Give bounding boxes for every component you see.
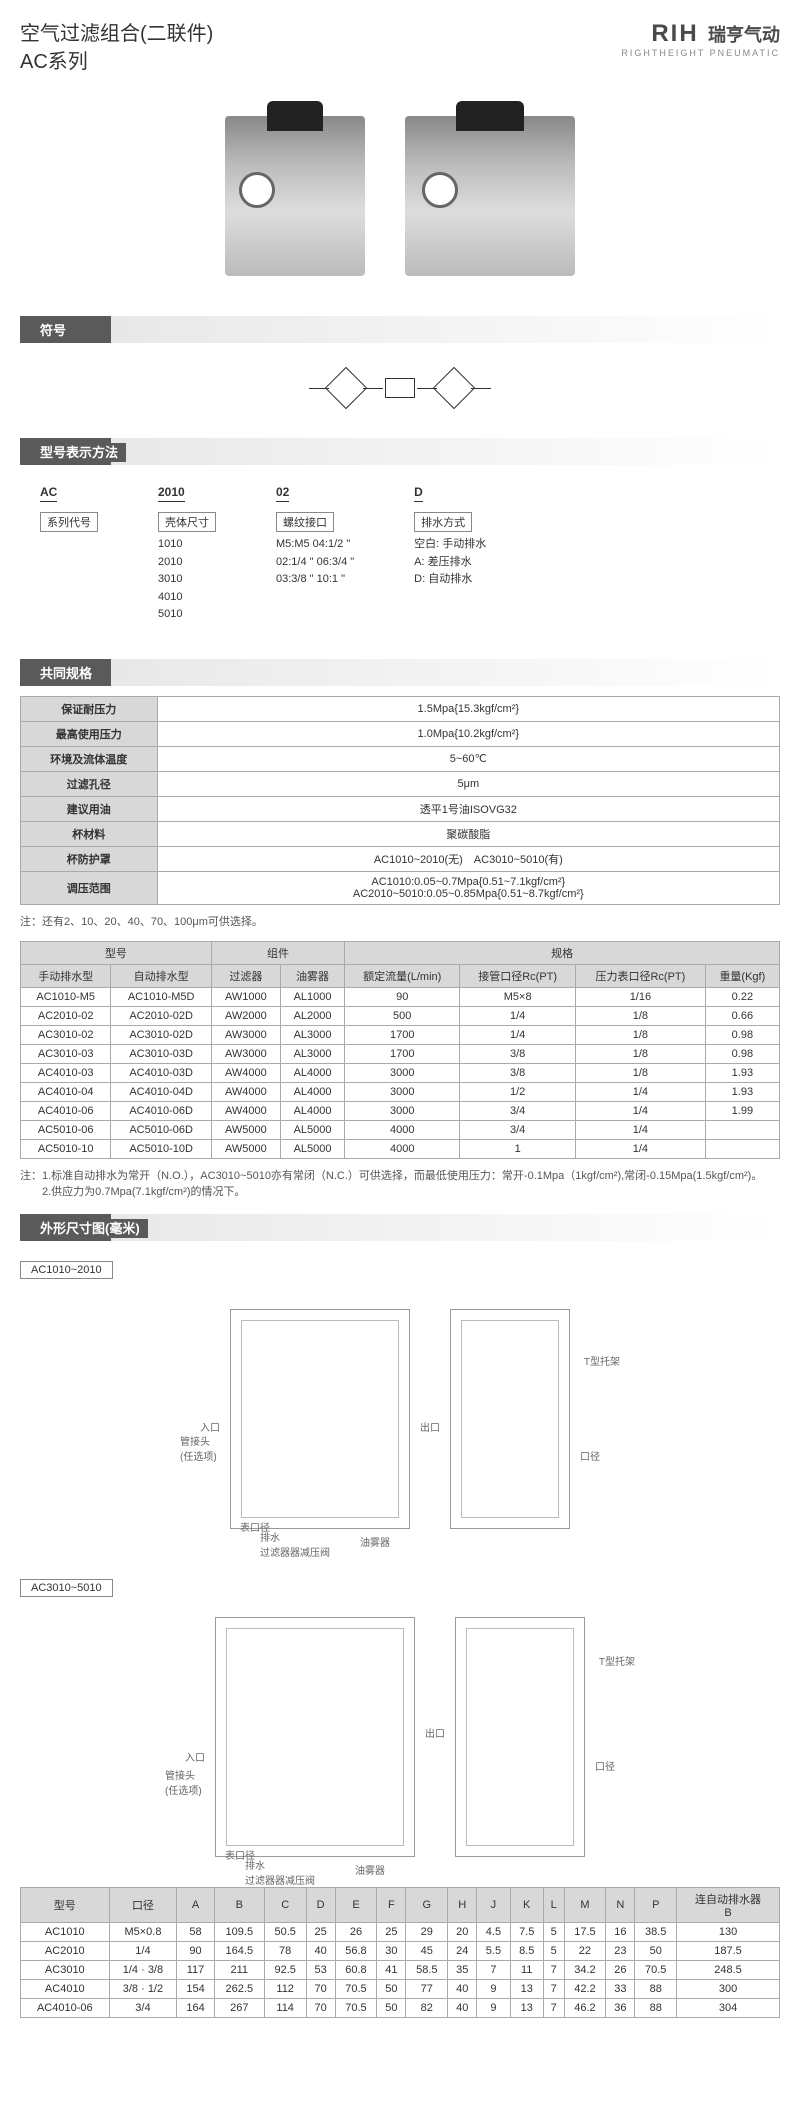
product-images [20,106,780,286]
dim-table-body: AC1010M5×0.858109.550.525262529204.57.55… [21,1922,780,2017]
model-col1-head: AC [40,485,57,502]
spec-table-body: AC1010-M5AC1010-M5DAW1000AL100090M5×81/1… [21,987,780,1158]
dim-table-header: 型号口径ABCDEFGHJKLMNP连自动排水器 B [21,1887,780,1922]
table-row: AC5010-10AC5010-10DAW5000AL5000400011/4 [21,1139,780,1158]
model-col4-head: D [414,485,423,502]
model-method: AC 系列代号 2010 壳体尺寸 10102010301040105010 0… [20,475,780,644]
model-col3-head: 02 [276,485,289,502]
logo-subtitle: RIGHTHEIGHT PNEUMATIC [621,48,780,58]
spec-table-note: 注：1.标准自动排水为常开（N.O.），AC3010~5010亦有常闭（N.C.… [20,1167,780,1199]
model-col4-items: 空白: 手动排水A: 差压排水D: 自动排水 [414,536,486,589]
model-col2-label: 壳体尺寸 [158,512,216,532]
common-spec-table: 保证耐压力1.5Mpa{15.3kgf/cm²}最高使用压力1.0Mpa{10.… [20,696,780,905]
table-row: AC3010-02AC3010-02DAW3000AL300017001/41/… [21,1025,780,1044]
section-symbol: 符号 [20,316,780,343]
product-image-1 [225,116,365,276]
dim-label-2: AC3010~5010 [20,1579,113,1597]
table-row: AC1010M5×0.858109.550.525262529204.57.55… [21,1922,780,1941]
model-col1-label: 系列代号 [40,512,98,532]
dim-diagram-1: 入口 出口 管接头 (任选项) 表口径 排水 过滤器器减压阀 油雾器 T型托架 … [20,1289,780,1549]
dim-diagram-2: 入口 出口 管接头 (任选项) 表口径 排水 过滤器器减压阀 油雾器 T型托架 … [20,1607,780,1867]
page-title-1: 空气过滤组合(二联件) [20,20,213,48]
page-header: 空气过滤组合(二联件) AC系列 RIH 瑞亨气动 RIGHTHEIGHT PN… [20,20,780,76]
spec-table: 型号 组件 规格 手动排水型 自动排水型 过滤器 油雾器 额定流量(L/min)… [20,941,780,1159]
section-dimension: 外形尺寸图(毫米) [20,1214,780,1241]
table-row: AC2010-02AC2010-02DAW2000AL20005001/41/8… [21,1006,780,1025]
table-row: AC30101/4 · 3/811721192.55360.84158.5357… [21,1960,780,1979]
section-common-spec: 共同规格 [20,659,780,686]
table-row: AC1010-M5AC1010-M5DAW1000AL100090M5×81/1… [21,987,780,1006]
dim-label-1: AC1010~2010 [20,1261,113,1279]
product-image-2 [405,116,575,276]
model-col2-head: 2010 [158,485,185,502]
section-model-method: 型号表示方法 [20,438,780,465]
table-row: AC20101/490164.5784056.83045245.58.55222… [21,1941,780,1960]
logo-cn: 瑞亨气动 [708,25,780,45]
table-row: AC4010-04AC4010-04DAW4000AL400030001/21/… [21,1082,780,1101]
model-col3-items: M5:M5 04:1/2 "02:1/4 " 06:3/4 "03:3/8 " … [276,536,354,589]
table-row: AC4010-06AC4010-06DAW4000AL400030003/41/… [21,1101,780,1120]
title-block: 空气过滤组合(二联件) AC系列 [20,20,213,76]
model-col3-label: 螺纹接口 [276,512,334,532]
dim-table: 型号口径ABCDEFGHJKLMNP连自动排水器 B AC1010M5×0.85… [20,1887,780,2018]
table-row: AC4010-03AC4010-03DAW4000AL400030003/81/… [21,1063,780,1082]
symbol-diagram [20,353,780,423]
table-row: AC4010-063/41642671147070.5508240913746.… [21,1998,780,2017]
company-logo: RIH 瑞亨气动 RIGHTHEIGHT PNEUMATIC [621,20,780,58]
model-col4-label: 排水方式 [414,512,472,532]
page-title-2: AC系列 [20,48,213,76]
table-row: AC3010-03AC3010-03DAW3000AL300017003/81/… [21,1044,780,1063]
common-spec-note: 注：还有2、10、20、40、70、100μm可供选择。 [20,913,780,929]
model-col2-items: 10102010301040105010 [158,536,216,624]
table-row: AC40103/8 · 1/2154262.51127070.550774091… [21,1979,780,1998]
logo-text: RIH [651,20,698,47]
table-row: AC5010-06AC5010-06DAW5000AL500040003/41/… [21,1120,780,1139]
